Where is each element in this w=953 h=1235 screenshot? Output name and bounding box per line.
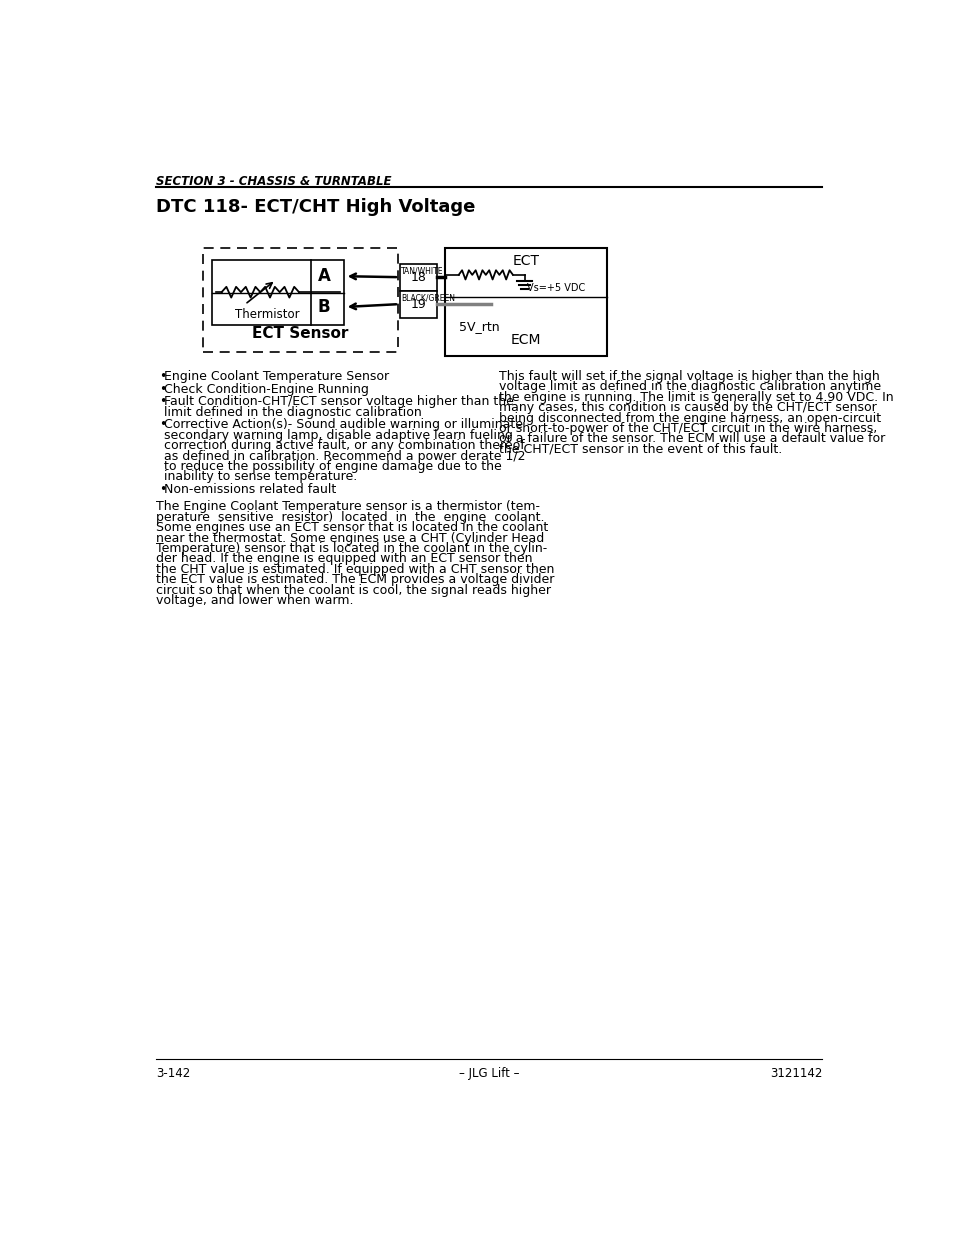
Text: – JLG Lift –: – JLG Lift – — [458, 1067, 518, 1079]
Text: correction during active fault, or any combination thereof: correction during active fault, or any c… — [164, 440, 524, 452]
Text: many cases, this condition is caused by the CHT/ECT sensor: many cases, this condition is caused by … — [498, 401, 876, 414]
Text: inability to sense temperature.: inability to sense temperature. — [164, 471, 357, 483]
Text: 18: 18 — [410, 270, 426, 284]
Bar — [444, 248, 607, 356]
Text: DTC 118- ECT/CHT High Voltage: DTC 118- ECT/CHT High Voltage — [155, 199, 475, 216]
Text: ECM: ECM — [511, 333, 540, 347]
Text: secondary warning lamp, disable adaptive learn fueling: secondary warning lamp, disable adaptive… — [164, 429, 513, 442]
Text: This fault will set if the signal voltage is higher than the high: This fault will set if the signal voltag… — [498, 370, 879, 383]
Text: Engine Coolant Temperature Sensor: Engine Coolant Temperature Sensor — [164, 370, 389, 383]
Text: •: • — [159, 483, 167, 496]
Text: Some engines use an ECT sensor that is located in the coolant: Some engines use an ECT sensor that is l… — [155, 521, 547, 535]
Text: BLACK/GREEN: BLACK/GREEN — [401, 294, 455, 303]
Bar — [399, 290, 436, 317]
Text: TAN/WHITE: TAN/WHITE — [401, 267, 443, 275]
Text: as defined in calibration. Recommend a power derate 1/2: as defined in calibration. Recommend a p… — [164, 450, 525, 463]
Text: the CHT/ECT sensor in the event of this fault.: the CHT/ECT sensor in the event of this … — [498, 442, 781, 456]
Text: der head. If the engine is equipped with an ECT sensor then: der head. If the engine is equipped with… — [155, 552, 532, 566]
Text: •: • — [159, 419, 167, 431]
Bar — [212, 259, 344, 325]
Text: 5V_rtn: 5V_rtn — [458, 320, 498, 333]
Text: Temperature) sensor that is located in the coolant in the cylin-: Temperature) sensor that is located in t… — [155, 542, 546, 555]
Bar — [399, 264, 436, 290]
Text: Vs=+5 VDC: Vs=+5 VDC — [526, 283, 584, 294]
Text: Check Condition-Engine Running: Check Condition-Engine Running — [164, 383, 369, 395]
Text: •: • — [159, 370, 167, 383]
Text: the engine is running. The limit is generally set to 4.90 VDC. In: the engine is running. The limit is gene… — [498, 390, 893, 404]
Text: 3-142: 3-142 — [155, 1067, 190, 1079]
Text: voltage, and lower when warm.: voltage, and lower when warm. — [155, 594, 353, 608]
Text: Fault Condition-CHT/ECT sensor voltage higher than the: Fault Condition-CHT/ECT sensor voltage h… — [164, 395, 514, 409]
Text: limit defined in the diagnostic calibration: limit defined in the diagnostic calibrat… — [164, 406, 421, 419]
Text: perature  sensitive  resistor)  located  in  the  engine  coolant.: perature sensitive resistor) located in … — [155, 511, 543, 524]
Text: •: • — [159, 383, 167, 395]
Text: A: A — [317, 267, 330, 285]
Text: voltage limit as defined in the diagnostic calibration anytime: voltage limit as defined in the diagnost… — [498, 380, 881, 394]
Text: ECT: ECT — [512, 254, 539, 268]
Text: Non-emissions related fault: Non-emissions related fault — [164, 483, 336, 496]
Text: 3121142: 3121142 — [769, 1067, 821, 1079]
Text: being disconnected from the engine harness, an open-circuit: being disconnected from the engine harne… — [498, 411, 881, 425]
Text: the CHT value is estimated. If equipped with a CHT sensor then: the CHT value is estimated. If equipped … — [155, 563, 554, 576]
Text: •: • — [159, 395, 167, 409]
Text: or short-to-power of the CHT/ECT circuit in the wire harness,: or short-to-power of the CHT/ECT circuit… — [498, 422, 877, 435]
Text: the ECT value is estimated. The ECM provides a voltage divider: the ECT value is estimated. The ECM prov… — [155, 573, 554, 587]
Text: or a failure of the sensor. The ECM will use a default value for: or a failure of the sensor. The ECM will… — [498, 432, 884, 446]
Text: near the thermostat. Some engines use a CHT (Cylinder Head: near the thermostat. Some engines use a … — [155, 531, 543, 545]
Text: SECTION 3 - CHASSIS & TURNTABLE: SECTION 3 - CHASSIS & TURNTABLE — [155, 175, 391, 188]
Text: to reduce the possibility of engine damage due to the: to reduce the possibility of engine dama… — [164, 461, 501, 473]
Text: Corrective Action(s)- Sound audible warning or illuminate: Corrective Action(s)- Sound audible warn… — [164, 419, 522, 431]
Text: circuit so that when the coolant is cool, the signal reads higher: circuit so that when the coolant is cool… — [155, 584, 550, 597]
Text: ECT Sensor: ECT Sensor — [253, 326, 349, 341]
Text: B: B — [317, 298, 330, 316]
Text: Thermistor: Thermistor — [235, 308, 299, 321]
Text: The Engine Coolant Temperature sensor is a thermistor (tem-: The Engine Coolant Temperature sensor is… — [155, 500, 539, 514]
Text: 19: 19 — [410, 298, 426, 311]
